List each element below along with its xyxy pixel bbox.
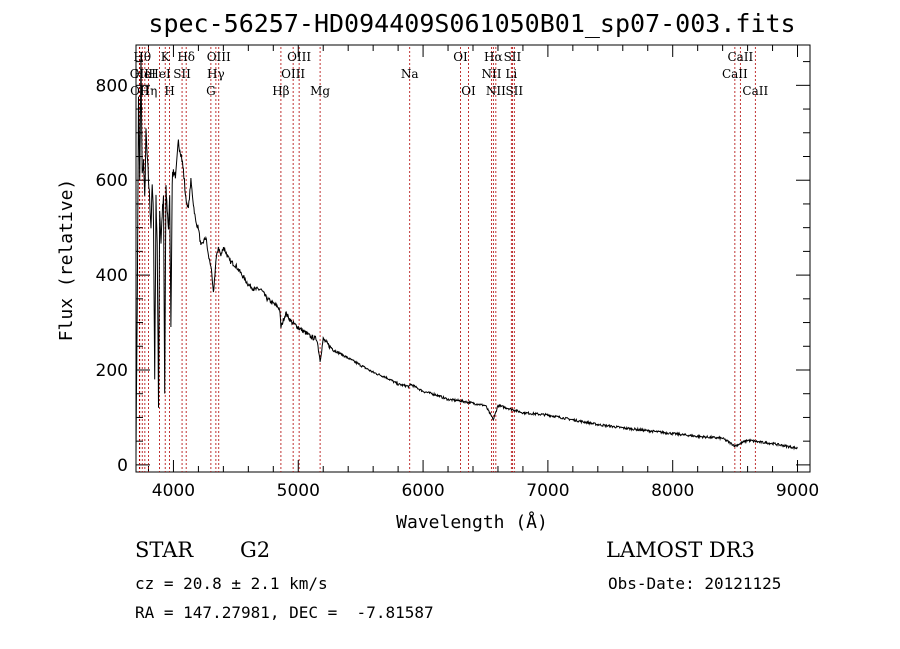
y-tick-label: 200 bbox=[96, 361, 128, 381]
line-label: CaII bbox=[727, 50, 753, 64]
y-tick-label: 400 bbox=[96, 266, 128, 286]
x-tick-label: 4000 bbox=[152, 481, 195, 501]
subclass: G2 bbox=[240, 538, 271, 562]
x-tick-label: 8000 bbox=[651, 481, 694, 501]
line-label: SII bbox=[173, 67, 191, 81]
line-label: HeI bbox=[134, 67, 157, 81]
line-label: OIII bbox=[281, 67, 305, 81]
line-label: Li bbox=[505, 67, 517, 81]
line-label: Hδ bbox=[177, 50, 195, 64]
survey-name: LAMOST DR3 bbox=[606, 538, 755, 562]
obs-date: Obs-Date: 20121125 bbox=[608, 574, 782, 593]
line-label: HeI bbox=[148, 67, 171, 81]
line-label: Na bbox=[401, 67, 419, 81]
line-label: Mg bbox=[310, 84, 330, 98]
line-label: OIII bbox=[207, 50, 231, 64]
line-label: OI bbox=[453, 50, 468, 64]
plot-frame bbox=[135, 44, 811, 473]
coordinates: RA = 147.27981, DEC = -7.81587 bbox=[135, 603, 434, 622]
line-label: OIII bbox=[287, 50, 311, 64]
line-label: NII bbox=[481, 67, 501, 81]
x-tick-label: 7000 bbox=[526, 481, 569, 501]
spectrum-series bbox=[135, 53, 798, 456]
spectrum-line bbox=[135, 53, 798, 456]
y-axis-label: Flux (relative) bbox=[56, 179, 77, 342]
emission-lines bbox=[138, 47, 756, 472]
line-label: CaII bbox=[742, 84, 768, 98]
line-label: Hβ bbox=[272, 84, 289, 98]
x-tick-label: 9000 bbox=[776, 481, 819, 501]
axes bbox=[135, 44, 811, 473]
line-label: H bbox=[164, 84, 174, 98]
line-label: OII bbox=[130, 67, 150, 81]
line-label: OII bbox=[130, 84, 150, 98]
y-tick-label: 600 bbox=[96, 171, 128, 191]
x-axis-label: Wavelength (Å) bbox=[396, 511, 548, 533]
line-label: K bbox=[161, 50, 171, 64]
line-label: SII bbox=[505, 84, 523, 98]
y-tick-label: 0 bbox=[117, 456, 128, 476]
line-label: G bbox=[206, 84, 216, 98]
line-label: CaII bbox=[722, 67, 748, 81]
line-label: NII bbox=[486, 84, 506, 98]
line-label: Hα bbox=[484, 50, 503, 64]
line-label: Hη bbox=[140, 84, 158, 98]
chart-text: 4000 5000 6000 7000 8000 90000200400600800OII… bbox=[56, 9, 819, 533]
redshift-text: cz = 20.8 ± 2.1 km/s bbox=[135, 574, 328, 593]
x-tick-label: 5000 bbox=[277, 481, 320, 501]
y-tick-label: 800 bbox=[96, 76, 128, 96]
line-label: Hθ bbox=[133, 50, 151, 64]
line-label: OI bbox=[461, 84, 476, 98]
line-label: Hγ bbox=[207, 67, 225, 81]
chart-title: spec-56257-HD094409S061050B01_sp07-003.f… bbox=[148, 9, 795, 38]
x-tick-label: 6000 bbox=[401, 481, 444, 501]
object-class: STAR bbox=[135, 538, 194, 562]
line-label: SII bbox=[504, 50, 522, 64]
